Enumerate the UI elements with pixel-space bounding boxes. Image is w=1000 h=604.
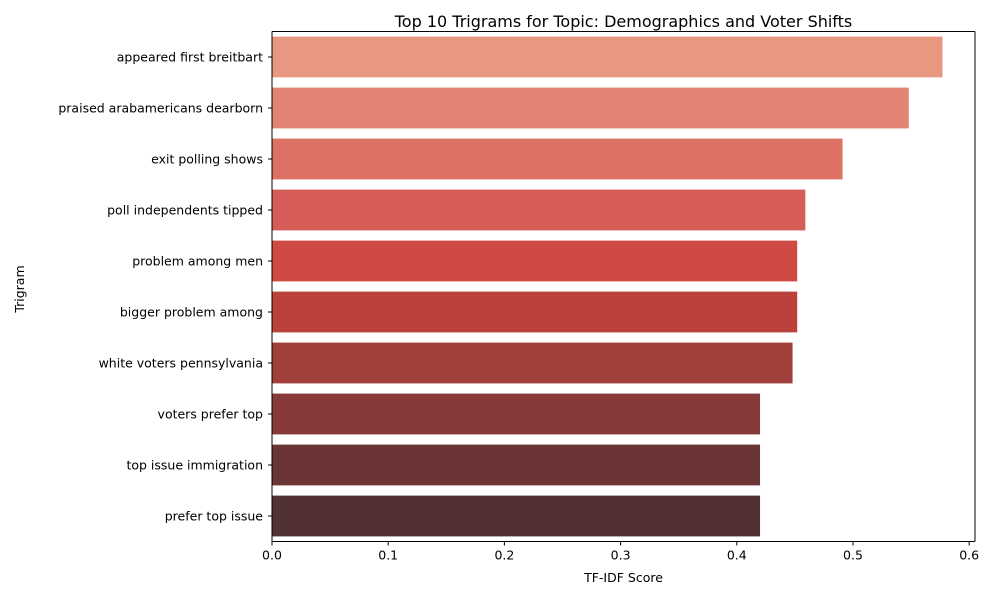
x-tick-label: 0.6: [959, 548, 979, 563]
bar: [272, 240, 798, 282]
x-tick-label: 0.2: [494, 548, 514, 563]
bar: [272, 36, 943, 78]
y-tick-label: praised arabamericans dearborn: [58, 101, 263, 116]
x-tick-label: 0.0: [262, 548, 282, 563]
x-tick-label: 0.1: [378, 548, 398, 563]
bars-group: [272, 36, 943, 537]
y-tick-label: poll independents tipped: [107, 203, 263, 218]
y-tick-label: voters prefer top: [158, 407, 264, 422]
y-tick-label: appeared first breitbart: [117, 50, 263, 65]
y-axis-label: Trigram: [12, 265, 27, 313]
bar: [272, 342, 793, 384]
y-tick-label: bigger problem among: [120, 305, 263, 320]
y-tick-label: top issue immigration: [126, 458, 263, 473]
x-axis-label: TF-IDF Score: [583, 570, 663, 585]
bar: [272, 444, 761, 486]
x-tick-label: 0.5: [843, 548, 863, 563]
bar: [272, 138, 843, 180]
x-tick-labels: 0.0 0.1 0.2 0.3 0.4 0.5 0.6: [262, 541, 979, 563]
chart-title: Top 10 Trigrams for Topic: Demographics …: [394, 12, 853, 31]
x-tick-label: 0.4: [727, 548, 747, 563]
y-tick-label: problem among men: [132, 254, 263, 269]
bar: [272, 393, 761, 435]
bar: [272, 189, 806, 231]
bar: [272, 87, 909, 129]
y-tick-label: prefer top issue: [165, 509, 264, 524]
y-tick-label: exit polling shows: [151, 152, 263, 167]
bar: [272, 291, 798, 333]
y-tick-label: white voters pennsylvania: [99, 356, 263, 371]
y-tick-labels: appeared first breitbart praised arabamer…: [58, 50, 272, 524]
bar: [272, 495, 761, 537]
x-tick-label: 0.3: [611, 548, 631, 563]
